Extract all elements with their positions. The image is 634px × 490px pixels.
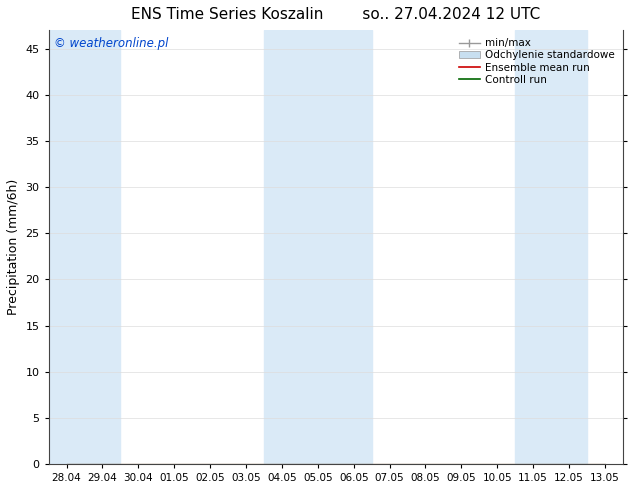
Bar: [515, 30, 587, 464]
Bar: [264, 30, 372, 464]
Y-axis label: Precipitation (mm/6h): Precipitation (mm/6h): [7, 179, 20, 315]
Legend: min/max, Odchylenie standardowe, Ensemble mean run, Controll run: min/max, Odchylenie standardowe, Ensembl…: [456, 35, 618, 88]
Title: ENS Time Series Koszalin        so.. 27.04.2024 12 UTC: ENS Time Series Koszalin so.. 27.04.2024…: [131, 7, 540, 22]
Text: © weatheronline.pl: © weatheronline.pl: [55, 37, 169, 49]
Bar: [49, 30, 120, 464]
